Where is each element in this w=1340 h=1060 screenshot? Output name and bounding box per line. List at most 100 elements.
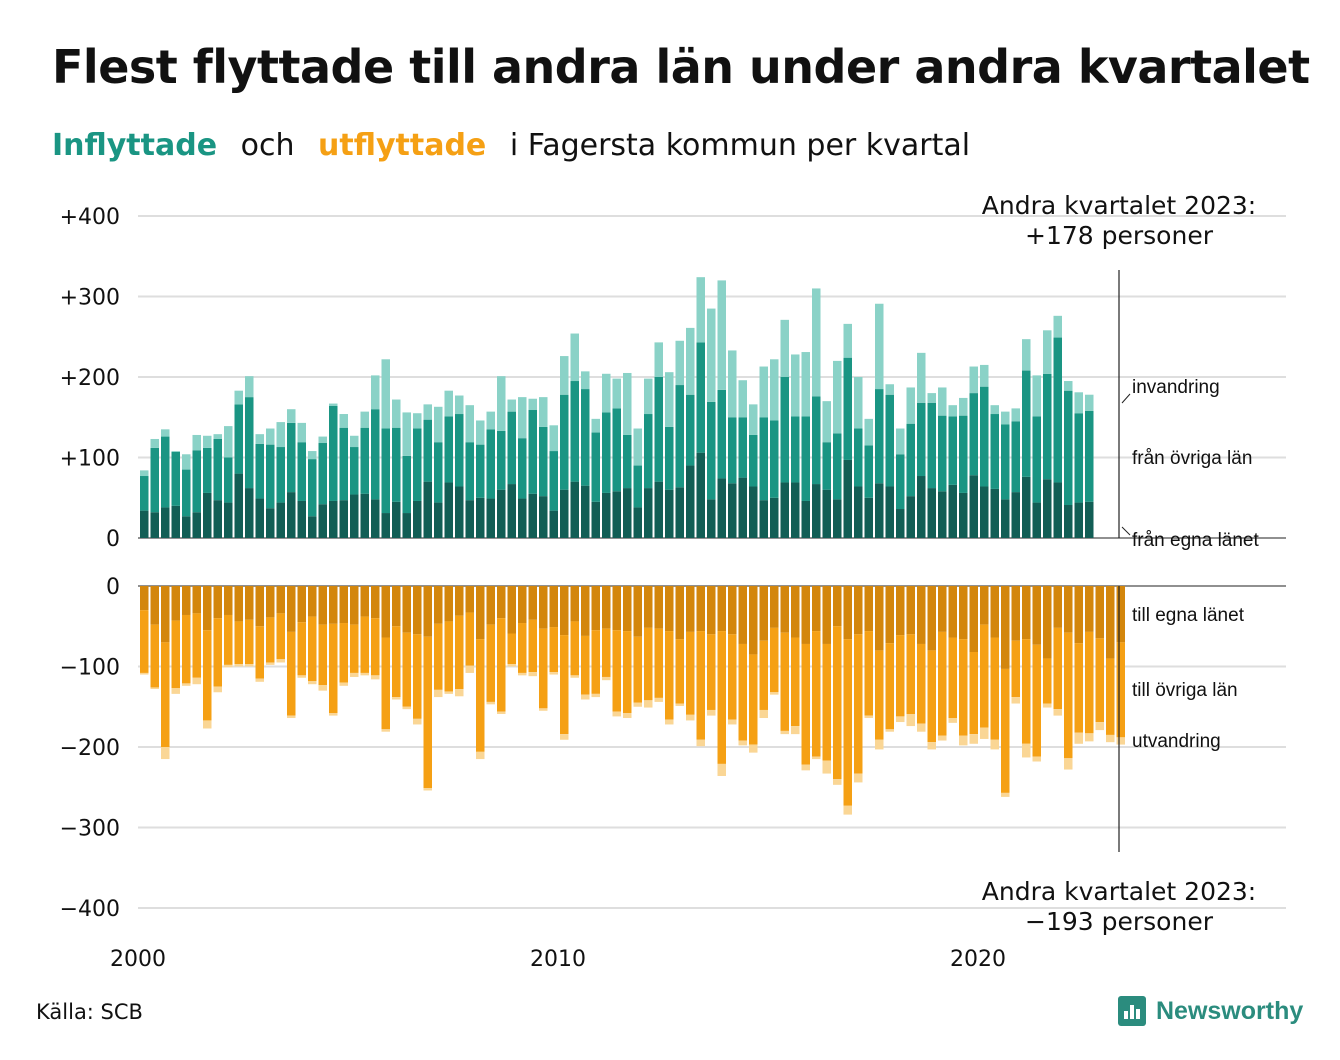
bar-out-segment (686, 631, 695, 715)
bar-in-segment (234, 390, 243, 405)
bar-in-segment (381, 428, 390, 514)
bars (140, 277, 1125, 815)
bar-out-segment (161, 747, 170, 760)
bar-in-segment (854, 428, 863, 487)
bar-out-segment (350, 672, 359, 677)
bar-in-segment (1011, 408, 1020, 422)
bar-out-segment (539, 708, 548, 711)
bar-in-segment (759, 417, 768, 501)
bar-in-segment (875, 389, 884, 484)
bar-in-segment (707, 499, 716, 538)
bar-out-segment (948, 637, 957, 719)
bar-out-segment (581, 586, 590, 636)
bar-in-segment (1001, 499, 1010, 538)
bar-out-segment (906, 713, 915, 727)
bar-out-segment (801, 586, 810, 644)
bar-in-segment (570, 381, 579, 482)
bar-in-segment (182, 516, 191, 538)
bar-out-segment (150, 624, 159, 688)
bar-out-segment (203, 630, 212, 721)
bar-out-segment (612, 586, 621, 631)
bar-in-segment (591, 501, 600, 538)
bar-in-segment (696, 277, 705, 343)
bar-out-segment (843, 639, 852, 806)
bar-in-segment (581, 389, 590, 486)
bar-in-segment (654, 377, 663, 482)
bar-out-segment (161, 642, 170, 747)
bar-in-segment (486, 429, 495, 499)
bar-out-segment (717, 586, 726, 632)
bar-in-segment (276, 422, 285, 448)
bar-in-segment (602, 492, 611, 538)
bar-in-segment (885, 394, 894, 487)
bar-in-segment (161, 507, 170, 538)
bar-out-segment (780, 730, 789, 735)
bar-in-segment (1053, 337, 1062, 483)
bar-out-segment (654, 628, 663, 698)
bar-out-segment (497, 711, 506, 714)
bar-in-segment (1074, 413, 1083, 503)
bar-in-segment (948, 405, 957, 417)
bar-in-segment (644, 414, 653, 489)
bar-in-segment (1043, 373, 1052, 480)
bar-out-segment (192, 586, 201, 614)
annotation-top-line2: +178 personer (1025, 221, 1214, 250)
bar-in-segment (1064, 381, 1073, 391)
bar-in-segment (990, 488, 999, 538)
bar-in-segment (465, 442, 474, 501)
bar-out-segment (990, 586, 999, 638)
bar-in-segment (318, 443, 327, 505)
bar-in-segment (308, 459, 317, 517)
bar-out-segment (959, 735, 968, 746)
bar-in-segment (444, 482, 453, 538)
bar-out-segment (770, 586, 779, 628)
bar-out-segment (969, 652, 978, 735)
y-tick-label: +200 (60, 366, 120, 391)
bar-out-segment (140, 610, 149, 673)
bar-in-segment (917, 352, 926, 403)
bar-out-segment (570, 586, 579, 622)
bar-out-segment (749, 744, 758, 753)
bar-out-segment (581, 635, 590, 695)
bar-in-segment (885, 384, 894, 395)
bar-in-segment (287, 492, 296, 538)
bar-in-segment (360, 427, 369, 494)
bar-in-segment (266, 508, 275, 538)
newsworthy-logo[interactable]: Newsworthy (1118, 992, 1303, 1030)
newsworthy-logo-icon (1118, 996, 1146, 1026)
bar-in-segment (360, 411, 369, 428)
bar-out-segment (308, 616, 317, 681)
bar-in-segment (854, 377, 863, 429)
subtitle-och: och (240, 128, 295, 163)
bar-in-segment (938, 415, 947, 492)
subtitle-utflyttade: utflyttade (318, 128, 487, 163)
y-tick-label: +100 (60, 447, 120, 472)
bar-out-segment (1043, 586, 1052, 659)
bar-out-segment (528, 619, 537, 673)
bar-in-segment (1053, 315, 1062, 338)
bar-in-segment (318, 504, 327, 538)
bar-in-segment (843, 459, 852, 538)
bar-out-segment (497, 586, 506, 619)
bar-in-segment (833, 499, 842, 538)
bar-in-segment (948, 416, 957, 485)
bar-out-segment (339, 586, 348, 624)
bar-in-segment (392, 427, 401, 502)
bar-out-segment (560, 586, 569, 636)
bar-in-segment (1043, 330, 1052, 374)
bar-out-segment (1011, 697, 1020, 704)
bar-in-segment (917, 402, 926, 477)
bar-in-segment (1032, 375, 1041, 417)
bar-in-segment (770, 359, 779, 421)
bar-out-segment (801, 643, 810, 765)
bar-out-segment (623, 631, 632, 714)
bar-in-segment (507, 484, 516, 538)
bar-in-segment (696, 452, 705, 538)
bar-out-segment (413, 634, 422, 719)
bar-in-segment (528, 493, 537, 538)
bar-in-segment (990, 405, 999, 415)
bar-out-segment (486, 624, 495, 702)
bar-in-segment (276, 447, 285, 503)
bar-in-segment (549, 425, 558, 452)
bar-in-segment (507, 411, 516, 485)
